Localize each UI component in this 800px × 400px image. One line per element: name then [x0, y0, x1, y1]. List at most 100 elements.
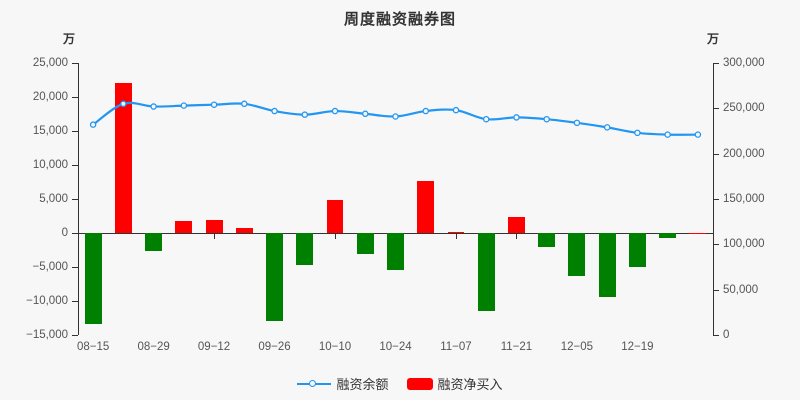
line-data-point[interactable]: [573, 119, 581, 127]
bar-net-buy[interactable]: [84, 233, 102, 325]
bar-marker-icon: [406, 377, 433, 390]
line-data-point[interactable]: [241, 100, 248, 108]
left-axis-tick: [72, 165, 78, 166]
bar-net-buy[interactable]: [659, 233, 677, 238]
left-axis-label: 15,000: [32, 125, 68, 137]
x-axis-tick: [214, 234, 216, 239]
line-data-point[interactable]: [543, 115, 550, 123]
right-axis-label: 100,000: [723, 238, 765, 251]
bar-net-buy[interactable]: [598, 233, 616, 297]
right-axis-label: 150,000: [723, 193, 765, 205]
bar-net-buy[interactable]: [538, 233, 556, 247]
left-axis-label: 5,000: [39, 193, 68, 205]
left-axis-tick: [72, 199, 78, 200]
line-data-point[interactable]: [362, 110, 369, 118]
x-axis-label: 12−19: [621, 341, 654, 353]
line-data-point[interactable]: [180, 102, 188, 109]
x-axis-label: 09−26: [258, 341, 291, 353]
line-data-point[interactable]: [331, 107, 339, 115]
line-data-point[interactable]: [482, 115, 490, 123]
right-axis-tick: [713, 199, 719, 200]
line-data-point[interactable]: [210, 101, 218, 108]
legend-label-net-buy: 融资净买入: [437, 377, 503, 392]
right-axis-unit: 万: [707, 32, 720, 46]
line-data-point[interactable]: [664, 131, 671, 138]
line-data-point[interactable]: [422, 107, 429, 115]
bar-net-buy[interactable]: [205, 220, 223, 233]
line-data-point[interactable]: [634, 129, 641, 137]
bar-net-buy[interactable]: [689, 233, 707, 234]
x-axis-label: 12−05: [560, 341, 594, 353]
line-marker-icon: [297, 378, 332, 390]
x-axis-tick: [516, 234, 518, 239]
bar-net-buy[interactable]: [447, 231, 465, 233]
line-data-point[interactable]: [301, 111, 309, 118]
x-axis-label: 10−10: [318, 341, 352, 353]
x-axis-label: 09−12: [197, 341, 231, 353]
bar-net-buy[interactable]: [235, 228, 253, 233]
line-data-point[interactable]: [392, 113, 399, 120]
bar-net-buy[interactable]: [387, 233, 404, 270]
left-axis-label: −10,000: [26, 295, 68, 307]
line-data-point[interactable]: [452, 106, 460, 114]
x-axis-label: 08−15: [76, 341, 110, 353]
bar-net-buy[interactable]: [145, 233, 163, 251]
legend-label-margin-balance: 融资余额: [336, 377, 389, 392]
x-axis-tick: [455, 234, 457, 239]
legend-item-margin-balance[interactable]: 融资余额: [297, 374, 389, 393]
left-axis-label: 0: [61, 227, 68, 239]
bar-net-buy[interactable]: [326, 199, 344, 233]
left-axis-line: [78, 63, 79, 335]
left-axis-tick: [72, 267, 78, 268]
left-axis-label: −5,000: [32, 261, 69, 273]
right-axis-tick: [713, 108, 719, 110]
chart-title: 周度融资融券图: [343, 11, 456, 28]
left-axis-label: 25,000: [32, 57, 68, 69]
bar-net-buy[interactable]: [417, 181, 435, 233]
plot-area: [78, 63, 713, 335]
line-data-point[interactable]: [513, 114, 520, 121]
left-axis-tick: [72, 335, 78, 336]
right-axis-tick: [713, 63, 719, 64]
bar-net-buy[interactable]: [477, 233, 495, 311]
right-axis-tick: [713, 153, 719, 155]
line-data-point[interactable]: [603, 124, 611, 131]
left-axis-label: 20,000: [32, 91, 68, 103]
left-axis-tick: [72, 97, 78, 98]
bar-net-buy[interactable]: [628, 233, 646, 267]
right-axis-tick: [713, 289, 719, 291]
x-axis-label: 08−29: [137, 341, 170, 353]
bar-net-buy[interactable]: [568, 233, 586, 276]
bar-net-buy[interactable]: [507, 216, 525, 233]
bar-net-buy[interactable]: [356, 233, 374, 255]
line-data-point[interactable]: [89, 121, 97, 128]
left-axis-tick: [72, 301, 78, 302]
x-axis-label: 11−21: [500, 341, 533, 353]
right-axis-label: 50,000: [723, 283, 759, 296]
bar-net-buy[interactable]: [175, 220, 193, 233]
left-axis-tick: [72, 131, 78, 132]
right-axis-tick: [713, 335, 719, 336]
right-axis-tick: [713, 244, 719, 246]
bar-net-buy[interactable]: [266, 233, 283, 322]
bar-net-buy[interactable]: [114, 83, 132, 233]
legend-item-net-buy[interactable]: 融资净买入: [406, 374, 503, 393]
line-data-point[interactable]: [120, 100, 127, 108]
right-axis-label: 200,000: [723, 147, 765, 160]
left-axis-label: 10,000: [32, 159, 68, 171]
line-data-point[interactable]: [150, 103, 157, 110]
x-axis-label: 11−07: [440, 341, 472, 353]
right-axis-label: 250,000: [723, 102, 765, 115]
bar-net-buy[interactable]: [296, 233, 314, 265]
right-axis-label: 300,000: [723, 57, 765, 69]
left-axis-label: −15,000: [26, 329, 68, 341]
chart-legend: 融资余额 融资净买入: [0, 374, 800, 393]
x-axis-tick: [335, 234, 337, 239]
left-axis-tick: [72, 233, 78, 234]
left-axis-tick: [72, 63, 78, 64]
line-data-point[interactable]: [694, 131, 702, 138]
line-series-margin-balance: [89, 100, 702, 138]
x-axis-label: 10−24: [379, 341, 412, 353]
line-data-point[interactable]: [271, 107, 278, 115]
